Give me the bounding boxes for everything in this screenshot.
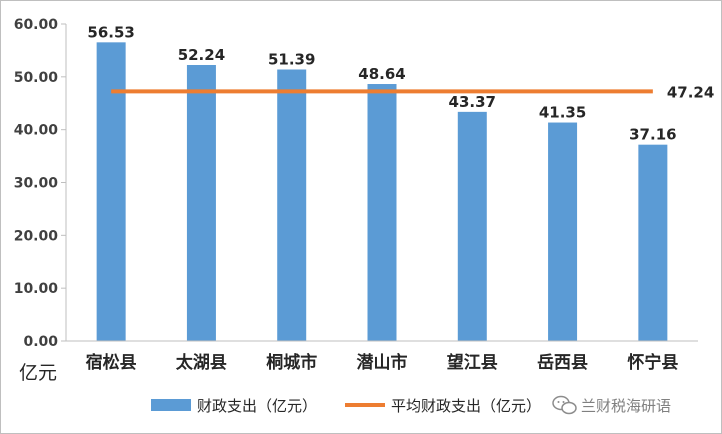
y-axis: 0.00 10.00 20.00 30.00 40.00 50.00 60.00 <box>14 17 67 350</box>
data-label: 56.53 <box>87 23 134 41</box>
y-tick-label: 60.00 <box>14 17 59 33</box>
y-tick-label: 10.00 <box>14 281 59 297</box>
average-line-label: 47.24 <box>667 83 714 101</box>
legend-bar-label: 财政支出（亿元） <box>197 397 317 415</box>
legend-bar-swatch <box>151 399 191 411</box>
data-label: 43.37 <box>449 93 496 111</box>
x-tick-label: 太湖县 <box>176 352 227 373</box>
bars: 56.53 52.24 51.39 48.64 43.37 41.35 37.16 <box>87 23 677 342</box>
bar <box>638 144 668 341</box>
data-label: 37.16 <box>629 126 676 144</box>
bar <box>186 64 216 342</box>
x-axis: 宿松县 太湖县 桐城市 潜山市 望江县 岳西县 怀宁县 <box>66 340 698 373</box>
watermark: 兰财税海研语 <box>541 387 721 427</box>
y-tick-label: 0.00 <box>23 334 58 350</box>
unit-label: 亿元 <box>19 362 57 384</box>
y-tick-label: 50.00 <box>14 70 59 86</box>
x-tick-label: 怀宁县 <box>627 352 678 373</box>
y-tick-label: 30.00 <box>14 176 59 192</box>
bar <box>457 111 487 341</box>
y-tick-label: 40.00 <box>14 123 59 139</box>
data-label: 52.24 <box>178 46 225 64</box>
bar <box>367 84 397 341</box>
y-tick-label: 20.00 <box>14 228 59 244</box>
x-tick-label: 望江县 <box>447 352 498 373</box>
x-tick-label: 桐城市 <box>266 352 317 373</box>
watermark-text: 兰财税海研语 <box>581 397 671 415</box>
x-tick-label: 潜山市 <box>357 352 408 373</box>
data-label: 48.64 <box>358 65 405 83</box>
average-line: 47.24 <box>111 83 714 101</box>
data-label: 51.39 <box>268 50 315 68</box>
bar <box>548 122 578 341</box>
wechat-icon <box>552 395 577 415</box>
x-tick-label: 岳西县 <box>537 353 588 373</box>
legend-line-label: 平均财政支出（亿元） <box>391 397 541 415</box>
bar <box>277 69 307 341</box>
bar <box>96 42 126 342</box>
legend: 财政支出（亿元） 平均财政支出（亿元） <box>151 397 541 415</box>
data-label: 41.35 <box>539 104 586 122</box>
x-tick-label: 宿松县 <box>86 352 137 373</box>
